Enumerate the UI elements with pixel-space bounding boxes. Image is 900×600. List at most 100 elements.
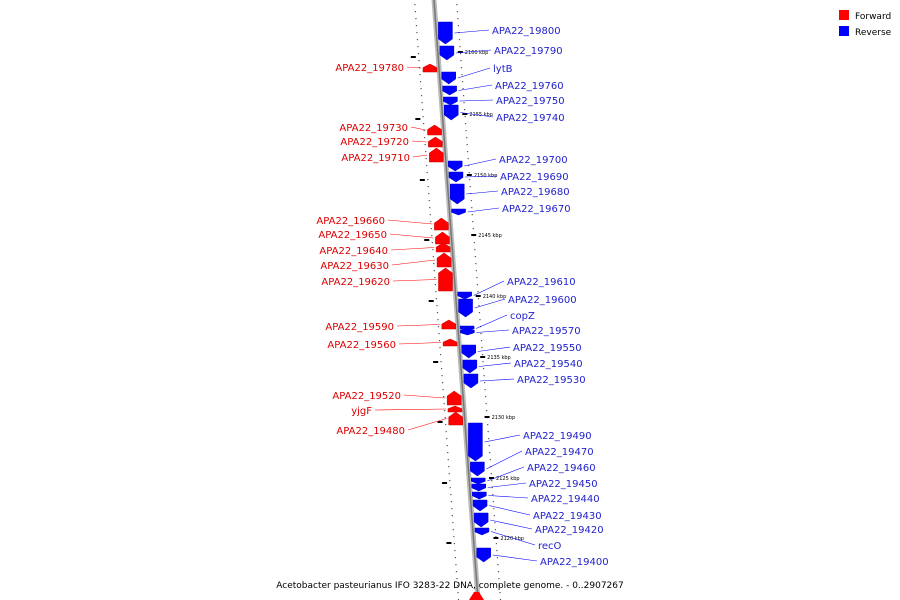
reverse-gene-arrow[interactable] <box>442 85 457 96</box>
forward-gene-label[interactable]: APA22_19630 <box>320 261 389 272</box>
reverse-gene-arrow[interactable] <box>461 344 477 359</box>
tick-dot <box>432 249 434 251</box>
reverse-gene-arrow[interactable] <box>476 547 491 563</box>
reverse-gene-arrow[interactable] <box>463 373 479 389</box>
reverse-gene-arrow[interactable] <box>449 183 465 205</box>
reverse-gene-label[interactable]: APA22_19450 <box>529 479 598 490</box>
reverse-gene-label[interactable]: APA22_19680 <box>501 187 570 198</box>
gene-label-leader <box>475 314 508 329</box>
reverse-gene-arrow[interactable] <box>460 329 475 336</box>
reverse-gene-label[interactable]: APA22_19540 <box>514 359 583 370</box>
reverse-gene-label[interactable]: APA22_19440 <box>531 494 600 505</box>
tick-dot <box>485 396 487 398</box>
reverse-gene-label[interactable]: APA22_19700 <box>499 155 568 166</box>
reverse-gene-arrow[interactable] <box>458 298 473 318</box>
tick-dot <box>456 4 458 6</box>
forward-gene-arrow[interactable] <box>428 136 443 148</box>
tick-dot <box>425 151 427 153</box>
forward-gene-arrow[interactable] <box>447 405 463 413</box>
tick-dot <box>420 88 422 90</box>
reverse-gene-arrow[interactable] <box>451 208 466 216</box>
reverse-gene-label[interactable]: APA22_19800 <box>492 26 561 37</box>
reverse-gene-label[interactable]: APA22_19740 <box>496 113 565 124</box>
tick-dot <box>459 53 462 55</box>
forward-gene-arrow[interactable] <box>427 124 442 136</box>
tick-dot <box>417 46 419 48</box>
reverse-gene-label[interactable]: APA22_19530 <box>517 375 586 386</box>
reverse-gene-arrow[interactable] <box>474 527 490 536</box>
reverse-gene-label[interactable]: APA22_19490 <box>523 431 592 442</box>
reverse-gene-label[interactable]: APA22_19570 <box>512 326 581 337</box>
reverse-gene-label[interactable]: APA22_19790 <box>494 46 563 57</box>
tick-dot <box>448 466 450 468</box>
forward-gene-label[interactable]: yjgF <box>351 406 372 417</box>
tick-dot <box>472 221 474 223</box>
forward-gene-arrow[interactable] <box>438 267 453 292</box>
reverse-gene-label[interactable]: APA22_19600 <box>508 295 577 306</box>
forward-gene-arrow[interactable] <box>429 147 444 163</box>
reverse-gene-arrow[interactable] <box>448 171 464 183</box>
gene-label-leader <box>387 219 433 225</box>
forward-gene-label[interactable]: APA22_19710 <box>341 153 410 164</box>
reverse-gene-label[interactable]: recO <box>538 541 562 552</box>
reverse-gene-label[interactable]: APA22_19670 <box>502 204 571 215</box>
reverse-gene-arrow[interactable] <box>443 96 458 106</box>
tick-dot <box>462 88 464 90</box>
tick-dot <box>449 487 451 489</box>
forward-gene-arrow[interactable] <box>441 319 457 330</box>
forward-gene-label[interactable]: APA22_19720 <box>340 137 409 148</box>
forward-gene-label[interactable]: APA22_19590 <box>325 322 394 333</box>
forward-gene-label[interactable]: APA22_19620 <box>321 277 390 288</box>
tick-dot <box>443 403 445 405</box>
reverse-gene-label[interactable]: APA22_19610 <box>507 277 576 288</box>
forward-gene-arrow[interactable] <box>448 411 463 426</box>
forward-gene-arrow[interactable] <box>436 252 452 268</box>
forward-gene-arrow[interactable] <box>446 390 462 406</box>
tick-dot <box>494 522 496 524</box>
forward-gene-label[interactable]: APA22_19650 <box>318 230 387 241</box>
forward-gene-label[interactable]: APA22_19560 <box>327 340 396 351</box>
tick-dot <box>424 137 426 139</box>
reverse-gene-label[interactable]: APA22_19460 <box>527 463 596 474</box>
reverse-gene-arrow[interactable] <box>447 160 463 172</box>
reverse-gene-label[interactable]: APA22_19430 <box>533 511 602 522</box>
reverse-gene-label[interactable]: APA22_19550 <box>513 343 582 354</box>
reverse-gene-arrow[interactable] <box>468 422 483 462</box>
forward-gene-arrow[interactable] <box>422 63 438 73</box>
reverse-gene-arrow[interactable] <box>462 359 478 374</box>
reverse-gene-arrow[interactable] <box>471 483 486 492</box>
forward-gene-arrow[interactable] <box>435 242 451 253</box>
reverse-gene-arrow[interactable] <box>472 491 487 500</box>
reverse-gene-arrow[interactable] <box>473 512 489 528</box>
tick-dot <box>426 172 428 174</box>
reverse-gene-arrow[interactable] <box>457 291 472 300</box>
gene-label-leader <box>477 346 511 352</box>
forward-gene-label[interactable]: APA22_19660 <box>316 216 385 227</box>
reverse-gene-arrow[interactable] <box>472 499 488 512</box>
forward-gene-arrow[interactable] <box>442 338 458 347</box>
reverse-gene-arrow[interactable] <box>471 477 486 485</box>
forward-gene-label[interactable]: APA22_19520 <box>332 391 401 402</box>
reverse-gene-arrow[interactable] <box>439 45 455 61</box>
forward-gene-label[interactable]: APA22_19730 <box>339 123 408 134</box>
reverse-gene-arrow[interactable] <box>470 461 485 477</box>
reverse-gene-label[interactable]: APA22_19470 <box>525 447 594 458</box>
reverse-gene-label[interactable]: lytB <box>493 64 513 75</box>
reverse-gene-label[interactable]: APA22_19400 <box>540 557 609 568</box>
reverse-gene-label[interactable]: copZ <box>510 311 535 322</box>
reverse-gene-label[interactable]: APA22_19690 <box>500 172 569 183</box>
reverse-gene-arrow[interactable] <box>438 21 453 45</box>
forward-gene-arrow[interactable] <box>469 592 484 600</box>
reverse-gene-arrow[interactable] <box>441 71 456 85</box>
forward-gene-arrow[interactable] <box>434 217 449 231</box>
gene-label-leader <box>389 233 434 239</box>
reverse-gene-label[interactable]: APA22_19420 <box>535 525 604 536</box>
reverse-gene-label[interactable]: APA22_19760 <box>495 81 564 92</box>
forward-gene-label[interactable]: APA22_19640 <box>319 246 388 257</box>
tick-dot <box>463 102 465 104</box>
forward-gene-label[interactable]: APA22_19480 <box>336 426 405 437</box>
reverse-gene-label[interactable]: APA22_19750 <box>496 96 565 107</box>
forward-gene-label[interactable]: APA22_19780 <box>335 63 404 74</box>
reverse-gene-arrow[interactable] <box>443 104 459 121</box>
forward-gene-arrow[interactable] <box>435 231 450 245</box>
